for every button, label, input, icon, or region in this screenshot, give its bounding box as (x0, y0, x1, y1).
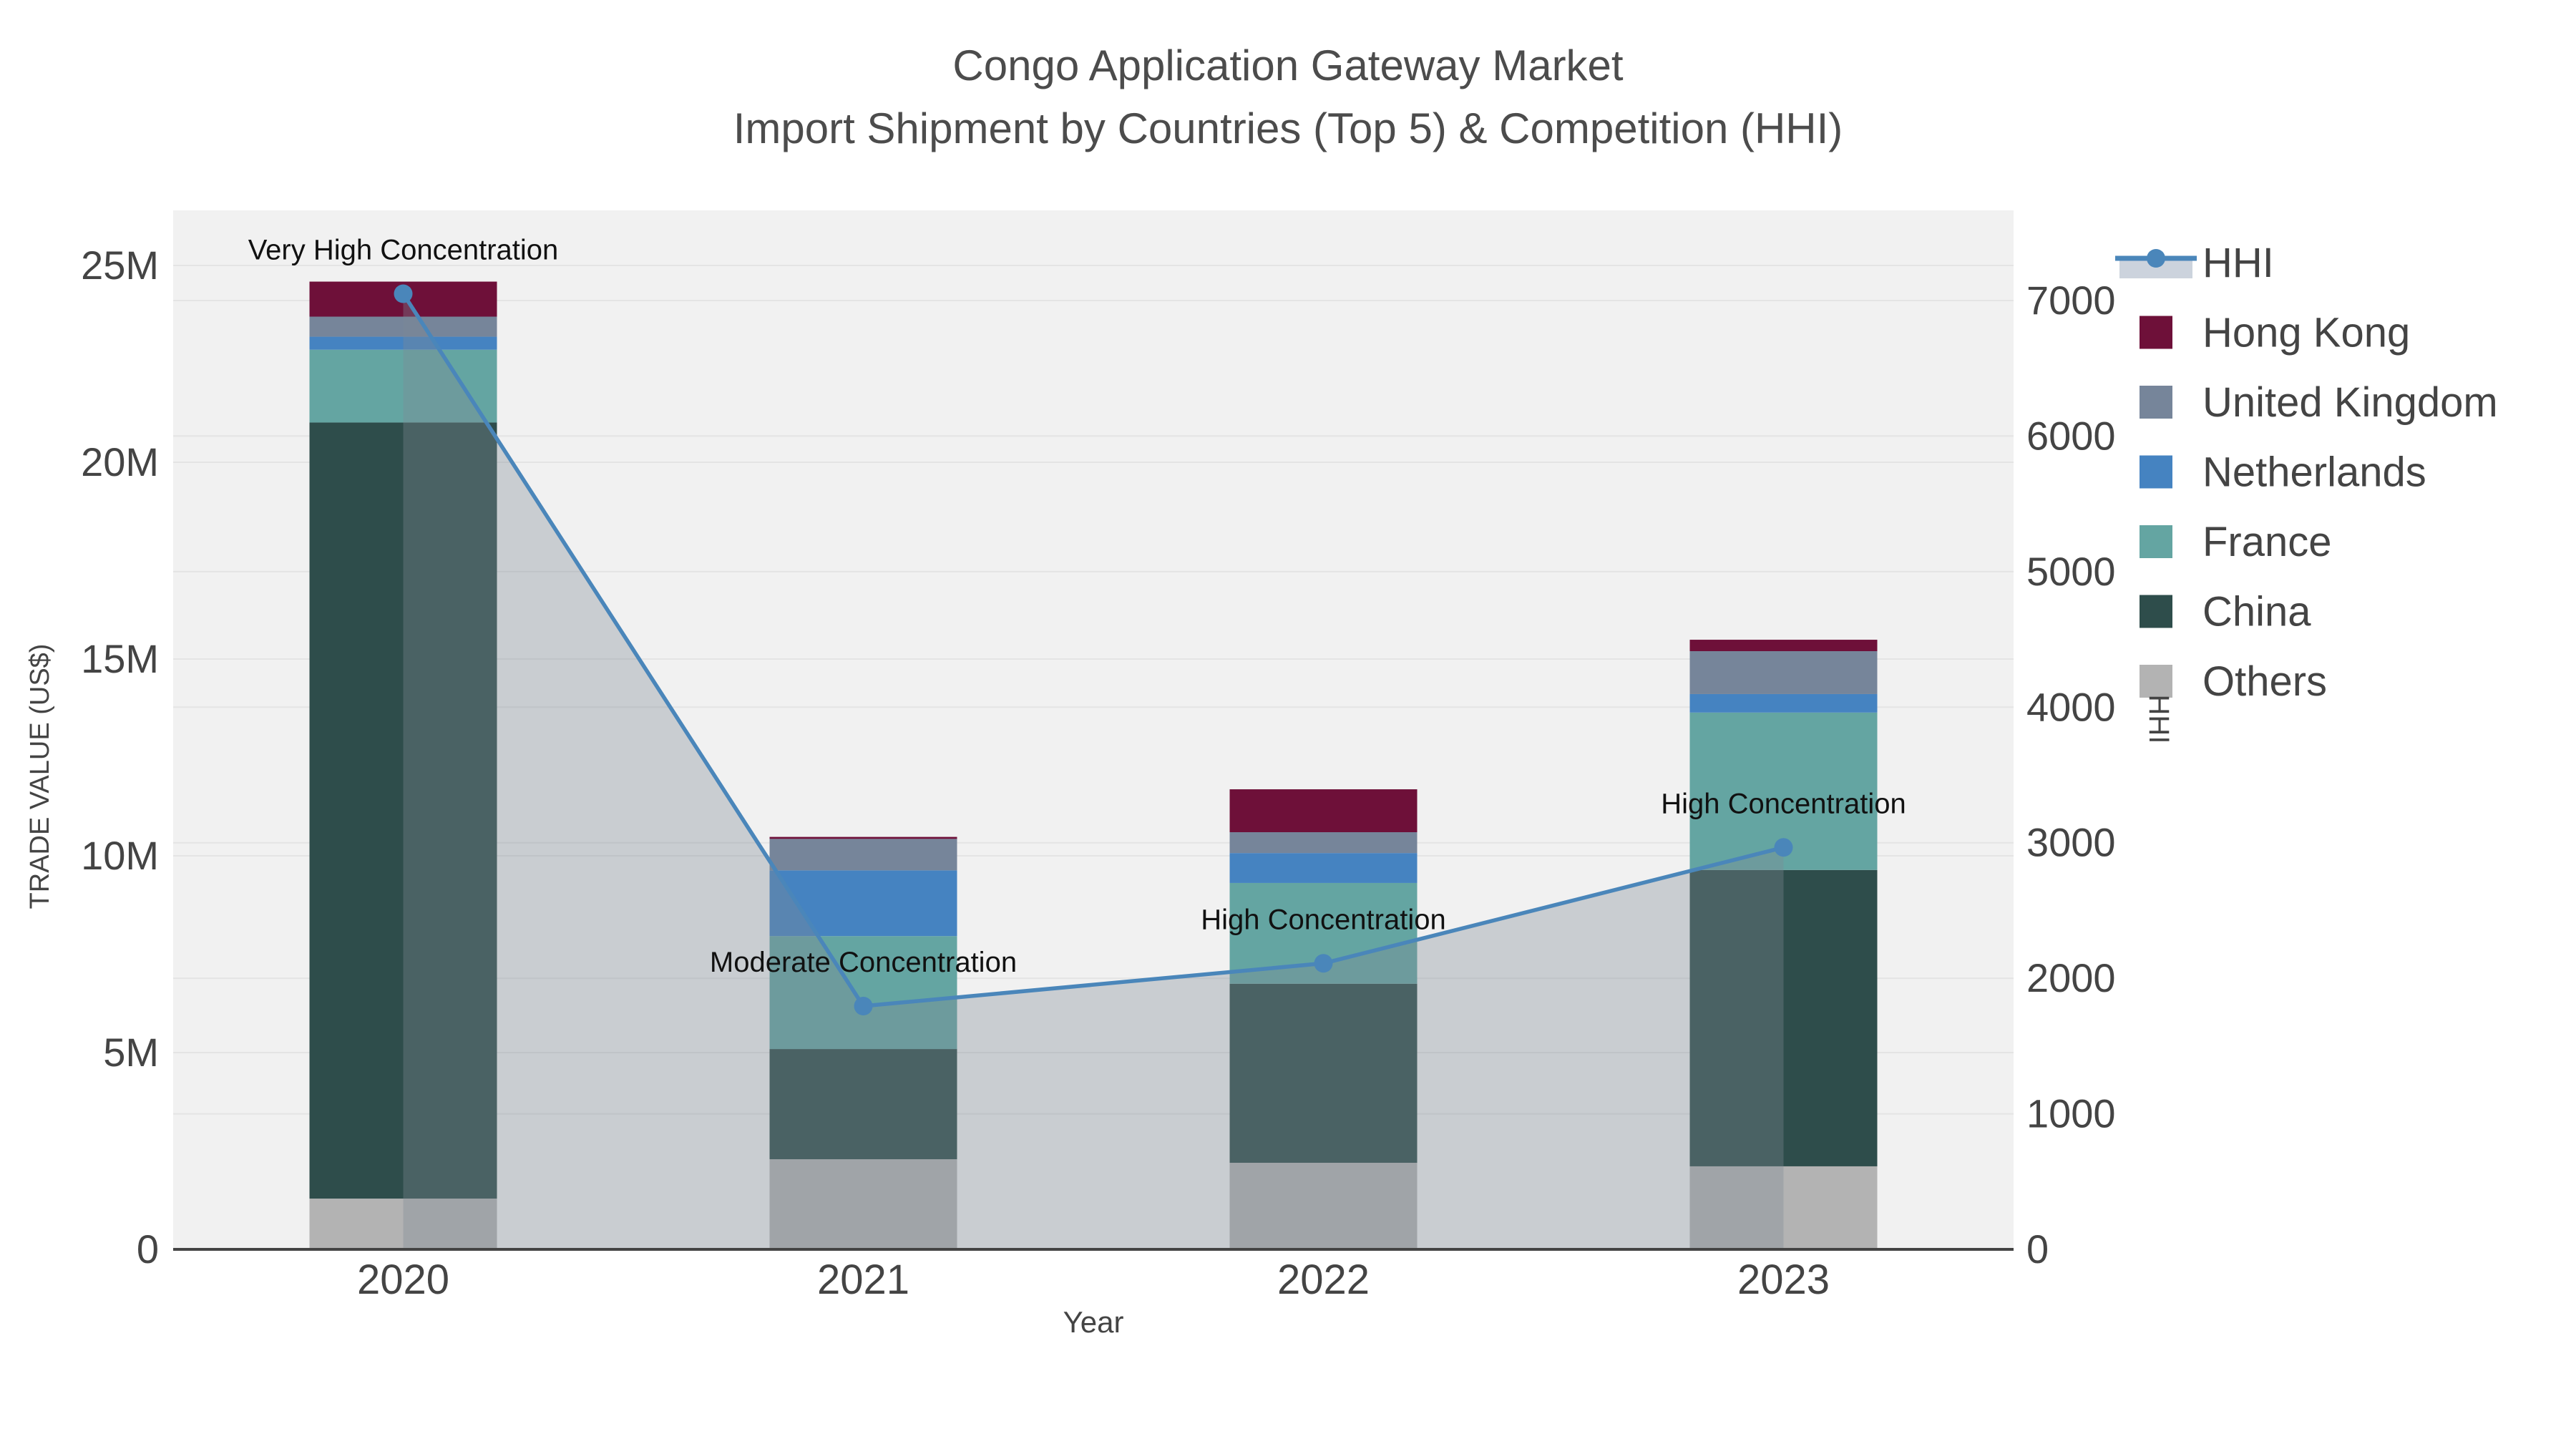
legend-item-china[interactable]: China (2140, 589, 2311, 635)
bar-segment-2023-others[interactable] (1689, 1166, 1878, 1249)
stacked-bars (309, 281, 1878, 1249)
bar-segment-2023-united-kingdom[interactable] (1689, 651, 1878, 694)
hhi-marker-2020[interactable] (394, 284, 413, 303)
annotation-2021: Moderate Concentration (710, 947, 1017, 978)
bar-segment-2020-united-kingdom[interactable] (309, 316, 497, 337)
legend-item-netherlands[interactable]: Netherlands (2140, 449, 2426, 496)
y-tick-0: 0 (137, 1226, 159, 1272)
x-tick-2021: 2021 (817, 1257, 909, 1303)
legend-label-hhi: HHI (2202, 240, 2274, 286)
legend-item-france[interactable]: France (2140, 519, 2332, 565)
y-tick-20M: 20M (81, 439, 159, 484)
legend-item-hong-kong[interactable]: Hong Kong (2140, 310, 2410, 356)
y2-tick-5000: 5000 (2026, 549, 2116, 594)
y-tick-10M: 10M (81, 833, 159, 878)
bar-segment-2020-china[interactable] (309, 422, 497, 1199)
legend-swatch-china (2140, 595, 2172, 628)
bar-segment-2021-others[interactable] (769, 1159, 957, 1249)
hhi-line-path (401, 291, 1786, 1008)
chart-title-line1: Congo Application Gateway Market (952, 42, 1624, 89)
bar-segment-2022-others[interactable] (1229, 1163, 1418, 1249)
bar-segment-2021-france[interactable] (769, 936, 957, 1050)
bar-segment-2022-netherlands[interactable] (1229, 853, 1418, 883)
bar-segment-2022-united-kingdom[interactable] (1229, 832, 1418, 854)
y-axis-title: TRADE VALUE (US$) (25, 644, 55, 909)
x-tick-2022: 2022 (1277, 1257, 1370, 1303)
x-axis-ticks: 2020 2021 2022 2023 (357, 1257, 1830, 1303)
hhi-line (394, 284, 1793, 1015)
legend-swatch-france (2140, 525, 2172, 558)
legend-item-hhi[interactable]: HHI (2115, 240, 2274, 286)
bar-segment-2022-china[interactable] (1229, 983, 1418, 1163)
y2-tick-0: 0 (2026, 1226, 2049, 1272)
x-tick-2023: 2023 (1737, 1257, 1830, 1303)
chart-title-line2: Import Shipment by Countries (Top 5) & C… (733, 104, 1843, 152)
y-tick-5M: 5M (103, 1030, 159, 1075)
bar-segment-2022-hong-kong[interactable] (1229, 789, 1418, 832)
bar-segment-2021-united-kingdom[interactable] (769, 839, 957, 871)
left-axis-ticks: 0 5M 10M 15M 20M 25M (81, 243, 159, 1272)
annotations: Very High Concentration Moderate Concentr… (248, 235, 1906, 979)
y2-tick-7000: 7000 (2026, 278, 2116, 323)
legend-label-france: France (2202, 519, 2332, 565)
hhi-marker-2021[interactable] (854, 997, 873, 1015)
bar-segment-2020-others[interactable] (309, 1199, 497, 1249)
legend-label-netherlands: Netherlands (2202, 449, 2426, 496)
legend-swatch-united-kingdom (2140, 386, 2172, 419)
legend-swatch-netherlands (2140, 455, 2172, 489)
hhi-area-polygon (403, 293, 1784, 1249)
x-tick-2020: 2020 (357, 1257, 449, 1303)
hhi-marker-2022[interactable] (1314, 954, 1333, 973)
bar-segment-2023-hong-kong[interactable] (1689, 640, 1878, 651)
bar-segment-2020-france[interactable] (309, 349, 497, 423)
legend-swatch-hong-kong (2140, 316, 2172, 349)
bar-segment-2021-netherlands[interactable] (769, 870, 957, 937)
legend-label-hong-kong: Hong Kong (2202, 310, 2410, 356)
bar-segment-2023-netherlands[interactable] (1689, 693, 1878, 713)
annotation-2023: High Concentration (1661, 788, 1906, 819)
annotation-2022: High Concentration (1201, 904, 1445, 935)
y2-tick-2000: 2000 (2026, 955, 2116, 1000)
y2-tick-6000: 6000 (2026, 413, 2116, 458)
y2-tick-4000: 4000 (2026, 684, 2116, 729)
y2-tick-1000: 1000 (2026, 1091, 2116, 1136)
legend-item-united-kingdom[interactable]: United Kingdom (2140, 379, 2498, 426)
y-tick-15M: 15M (81, 636, 159, 681)
legend: HHI Hong Kong United Kingdom Netherlands Fra… (2115, 240, 2498, 705)
y-tick-25M: 25M (81, 243, 159, 288)
hhi-marker-2023[interactable] (1774, 838, 1793, 857)
legend-label-united-kingdom: United Kingdom (2202, 379, 2498, 426)
legend-item-others[interactable]: Others (2140, 658, 2327, 705)
bar-segment-2020-netherlands[interactable] (309, 336, 497, 350)
legend-label-china: China (2202, 589, 2311, 635)
bar-segment-2023-china[interactable] (1689, 869, 1878, 1166)
y2-axis-title: HHI (2143, 695, 2175, 744)
legend-hhi-marker-swatch (2147, 249, 2165, 268)
y2-tick-3000: 3000 (2026, 820, 2116, 865)
right-axis-ticks: 0 1000 2000 3000 4000 5000 6000 7000 (2026, 278, 2116, 1272)
hhi-area-fill (403, 293, 1784, 1249)
bar-segment-2021-hong-kong[interactable] (769, 836, 957, 839)
legend-swatch-others (2140, 665, 2172, 698)
bar-segment-2021-china[interactable] (769, 1049, 957, 1160)
legend-label-others: Others (2202, 658, 2327, 705)
x-axis-title: Year (1063, 1305, 1124, 1339)
annotation-2020: Very High Concentration (248, 235, 559, 266)
